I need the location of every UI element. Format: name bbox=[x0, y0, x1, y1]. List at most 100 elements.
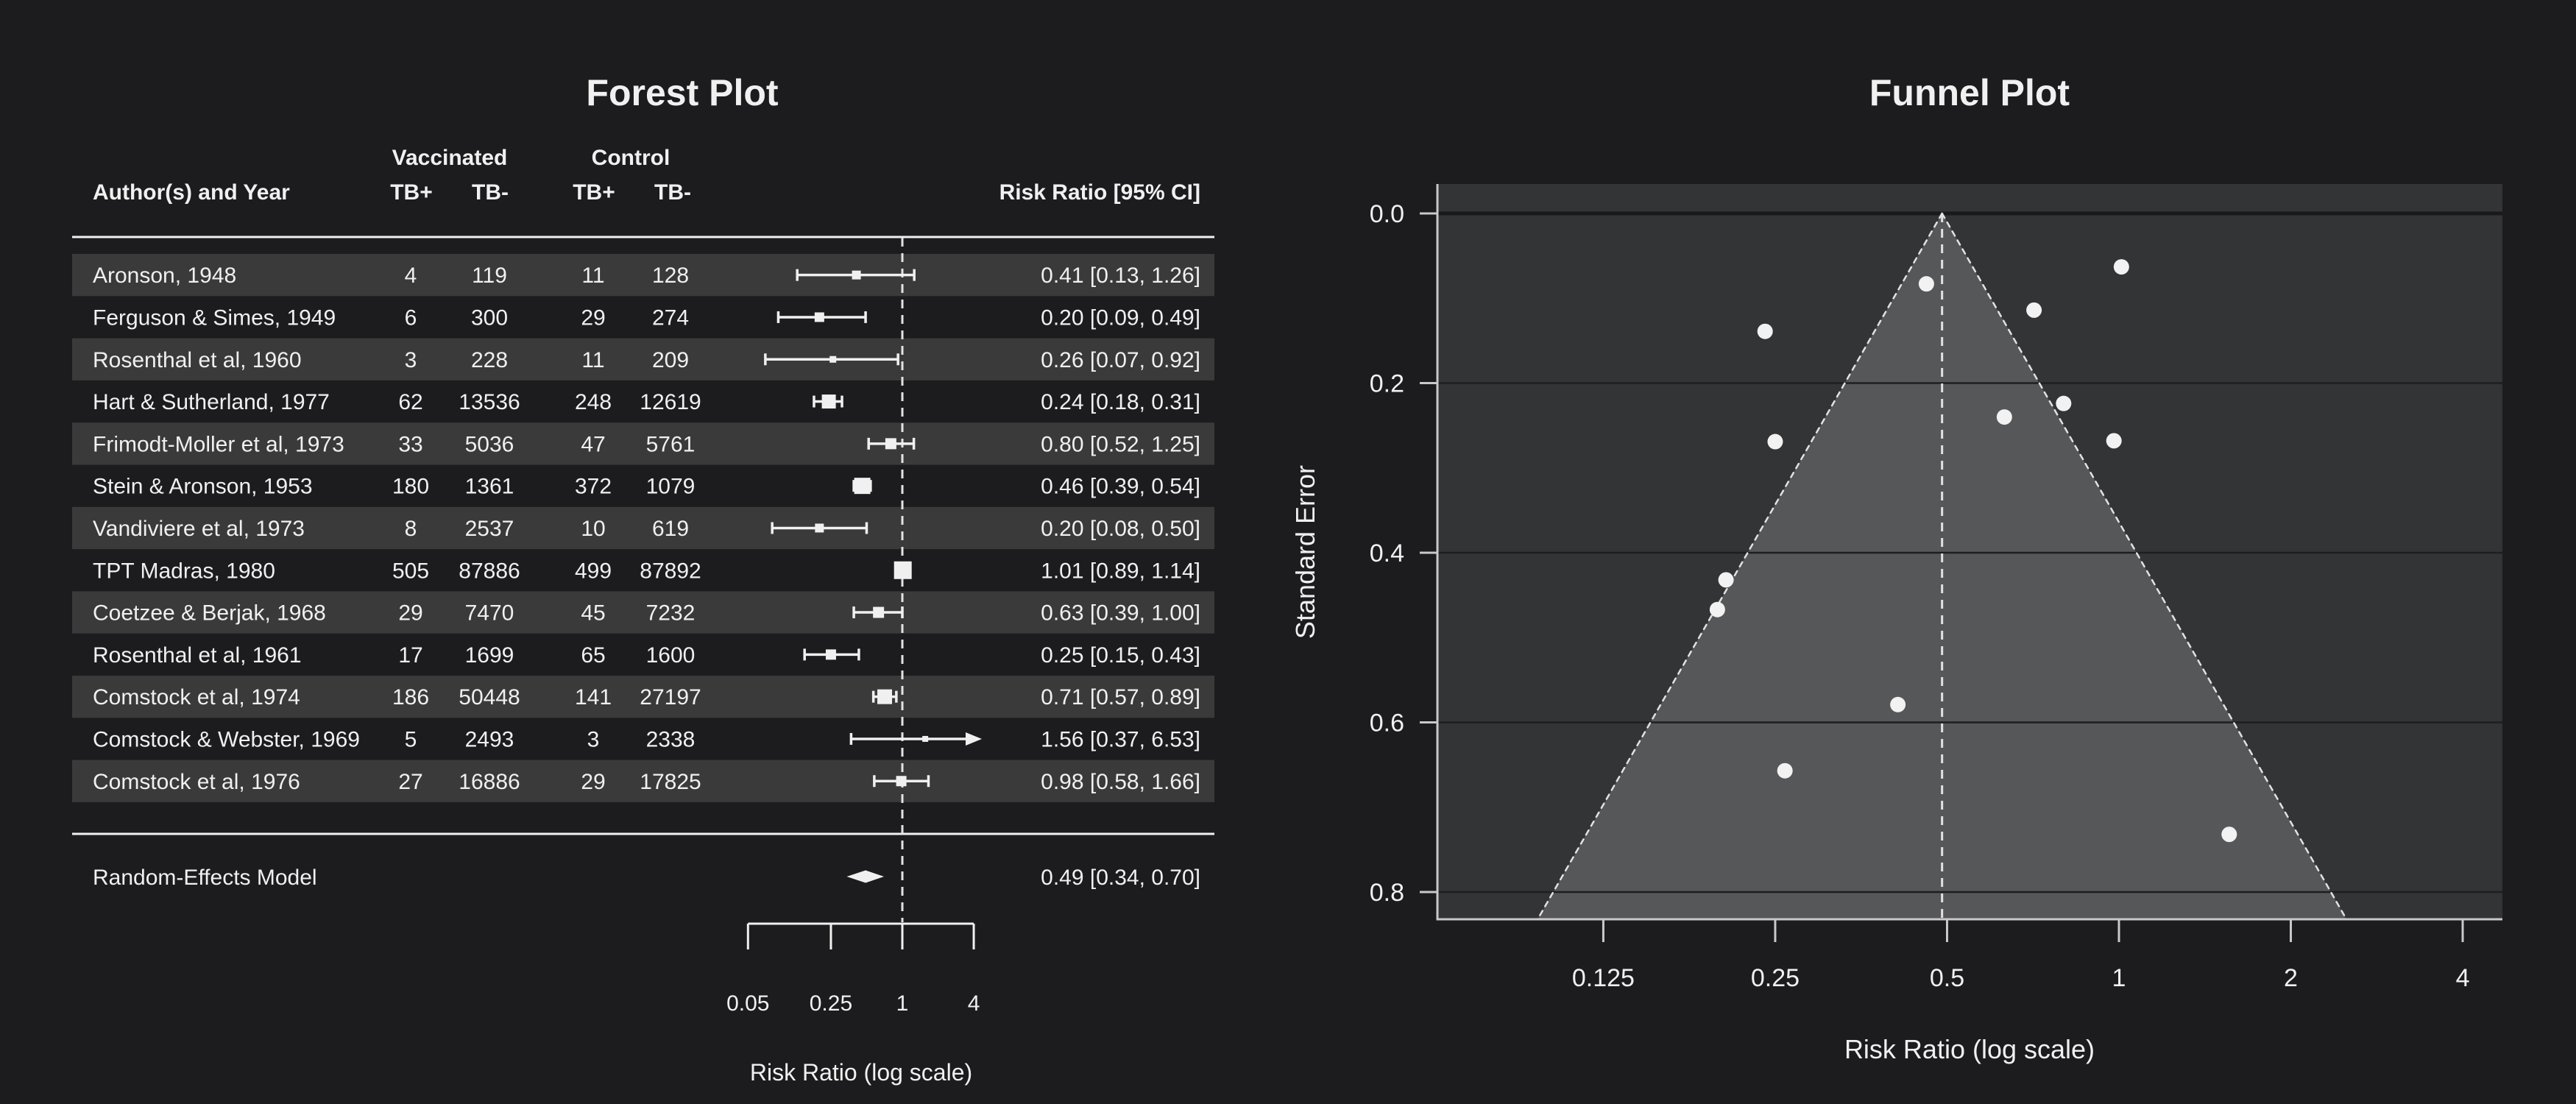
study-point bbox=[1996, 409, 2012, 425]
effect-square bbox=[873, 606, 885, 618]
funnel-plot-title: Funnel Plot bbox=[1869, 72, 2070, 113]
control-tb-neg-value: 274 bbox=[652, 305, 689, 330]
vaccinated-tb-neg-value: 1361 bbox=[465, 475, 514, 499]
control-tb-neg-value: 27197 bbox=[640, 685, 701, 710]
control-tb-pos-value: 11 bbox=[581, 348, 604, 372]
effect-square bbox=[885, 438, 896, 450]
study-author: Aronson, 1948 bbox=[93, 263, 236, 288]
control-tb-neg-value: 87892 bbox=[640, 559, 701, 583]
vaccinated-tb-pos-value: 62 bbox=[398, 390, 422, 414]
column-header-control-tb-pos: TB+ bbox=[573, 180, 615, 205]
risk-ratio-ci-value: 0.80 [0.52, 1.25] bbox=[1041, 432, 1200, 456]
funnel-y-axis-title: Standard Error bbox=[1290, 465, 1320, 639]
study-author: Comstock et al, 1974 bbox=[93, 685, 300, 710]
study-point bbox=[2221, 827, 2237, 843]
table-row: Frimodt-Moller et al, 1973 33 5036 47 5761 0.… bbox=[93, 432, 1200, 456]
x-axis-tick-label: 1 bbox=[2112, 964, 2126, 992]
control-tb-pos-value: 499 bbox=[575, 559, 612, 583]
risk-ratio-ci-value: 0.20 [0.09, 0.49] bbox=[1041, 305, 1200, 330]
control-tb-neg-value: 128 bbox=[652, 263, 689, 288]
control-tb-pos-value: 248 bbox=[575, 390, 612, 414]
funnel-panel bbox=[1437, 184, 2502, 919]
table-row: Rosenthal et al, 1960 3 228 11 209 0.26 [0.07… bbox=[93, 348, 1200, 372]
risk-ratio-ci-value: 1.01 [0.89, 1.14] bbox=[1041, 559, 1200, 583]
study-author: Comstock et al, 1976 bbox=[93, 770, 300, 794]
effect-square bbox=[922, 735, 929, 742]
study-point bbox=[1757, 323, 1773, 339]
risk-ratio-ci-value: 0.24 [0.18, 0.31] bbox=[1041, 390, 1200, 414]
risk-ratio-ci-value: 1.56 [0.37, 6.53] bbox=[1041, 727, 1200, 751]
vaccinated-tb-pos-value: 3 bbox=[405, 348, 417, 372]
study-author: Vandiviere et al, 1973 bbox=[93, 517, 305, 541]
row-band bbox=[72, 676, 1214, 718]
control-tb-pos-value: 45 bbox=[581, 601, 605, 626]
control-tb-pos-value: 3 bbox=[587, 727, 600, 751]
vaccinated-tb-neg-value: 228 bbox=[471, 348, 508, 372]
forest-marks: Aronson, 1948 4 119 11 128 0.41 [0.13, 1.26] F… bbox=[72, 236, 1214, 1016]
vaccinated-tb-pos-value: 505 bbox=[392, 559, 429, 583]
y-axis-tick-label: 0.8 bbox=[1370, 879, 1404, 907]
study-author: Comstock & Webster, 1969 bbox=[93, 727, 360, 751]
y-axis-tick-label: 0.6 bbox=[1370, 710, 1404, 737]
column-header-vaccinated-tb-neg: TB- bbox=[472, 180, 509, 205]
control-tb-neg-value: 1079 bbox=[646, 475, 696, 499]
y-axis-tick-label: 0.4 bbox=[1370, 539, 1404, 567]
funnel-marks: 0.0 0.2 0.4 0.6 0.8 0.125 0.25 0.5 1 2 4 bbox=[1370, 184, 2502, 992]
summary-row-label: Random-Effects Model bbox=[93, 866, 317, 890]
risk-ratio-ci-value: 0.26 [0.07, 0.92] bbox=[1041, 348, 1200, 372]
study-author: Rosenthal et al, 1960 bbox=[93, 348, 302, 372]
vaccinated-tb-pos-value: 33 bbox=[398, 432, 422, 456]
study-point bbox=[2026, 302, 2042, 318]
ci-arrow-right bbox=[966, 732, 982, 746]
effect-square bbox=[814, 312, 824, 322]
control-tb-pos-value: 29 bbox=[581, 305, 605, 330]
study-author: Ferguson & Simes, 1949 bbox=[93, 305, 336, 330]
vaccinated-tb-neg-value: 16886 bbox=[459, 770, 520, 794]
study-point bbox=[2106, 433, 2122, 449]
table-row: Vandiviere et al, 1973 8 2537 10 619 0.20 [0.… bbox=[93, 517, 1200, 541]
vaccinated-tb-neg-value: 2493 bbox=[465, 727, 514, 751]
vaccinated-tb-pos-value: 4 bbox=[405, 263, 417, 288]
study-point bbox=[1918, 276, 1934, 292]
vaccinated-tb-pos-value: 186 bbox=[392, 685, 429, 710]
study-author: Coetzee & Berjak, 1968 bbox=[93, 601, 326, 626]
table-row: TPT Madras, 1980 505 87886 499 87892 1.01 [0.… bbox=[93, 559, 1200, 583]
effect-square bbox=[896, 776, 907, 787]
vaccinated-tb-neg-value: 7470 bbox=[465, 601, 514, 626]
study-point bbox=[1777, 762, 1793, 779]
effect-square bbox=[825, 649, 836, 660]
x-axis-tick-label: 0.125 bbox=[1572, 964, 1635, 992]
study-author: Rosenthal et al, 1961 bbox=[93, 643, 302, 668]
x-axis-tick-label: 4 bbox=[2456, 964, 2470, 992]
risk-ratio-ci-value: 0.46 [0.39, 0.54] bbox=[1041, 475, 1200, 499]
study-point bbox=[1767, 434, 1783, 450]
effect-square bbox=[854, 478, 871, 495]
control-tb-neg-value: 619 bbox=[652, 517, 689, 541]
risk-ratio-ci-value: 0.25 [0.15, 0.43] bbox=[1041, 643, 1200, 668]
forest-row-bands bbox=[72, 254, 1214, 802]
vaccinated-tb-neg-value: 2537 bbox=[465, 517, 514, 541]
vaccinated-tb-neg-value: 50448 bbox=[459, 685, 520, 710]
table-row: Aronson, 1948 4 119 11 128 0.41 [0.13, 1.26] bbox=[93, 263, 1200, 288]
row-band bbox=[72, 506, 1214, 550]
study-author: Hart & Sutherland, 1977 bbox=[93, 390, 330, 414]
control-tb-neg-value: 7232 bbox=[646, 601, 696, 626]
funnel-x-axis-title: Risk Ratio (log scale) bbox=[1844, 1034, 2095, 1064]
column-header-vaccinated-tb-pos: TB+ bbox=[390, 180, 433, 205]
column-header-control-tb-neg: TB- bbox=[654, 180, 691, 205]
vaccinated-tb-pos-value: 27 bbox=[398, 770, 422, 794]
row-band bbox=[72, 760, 1214, 802]
control-tb-pos-value: 47 bbox=[581, 432, 605, 456]
row-band bbox=[72, 254, 1214, 297]
y-axis-tick-label: 0.0 bbox=[1370, 200, 1404, 228]
effect-square bbox=[815, 523, 824, 533]
control-tb-neg-value: 5761 bbox=[646, 432, 696, 456]
table-row: Hart & Sutherland, 1977 62 13536 248 12619 0.… bbox=[93, 390, 1200, 414]
control-tb-pos-value: 372 bbox=[575, 475, 612, 499]
forest-axis-tick-label: 0.25 bbox=[810, 991, 852, 1016]
table-row: Comstock et al, 1974 186 50448 141 27197 0.71… bbox=[93, 685, 1200, 710]
study-point bbox=[1890, 696, 1906, 712]
summary-diamond bbox=[846, 870, 885, 883]
risk-ratio-ci-value: 0.71 [0.57, 0.89] bbox=[1041, 685, 1200, 710]
